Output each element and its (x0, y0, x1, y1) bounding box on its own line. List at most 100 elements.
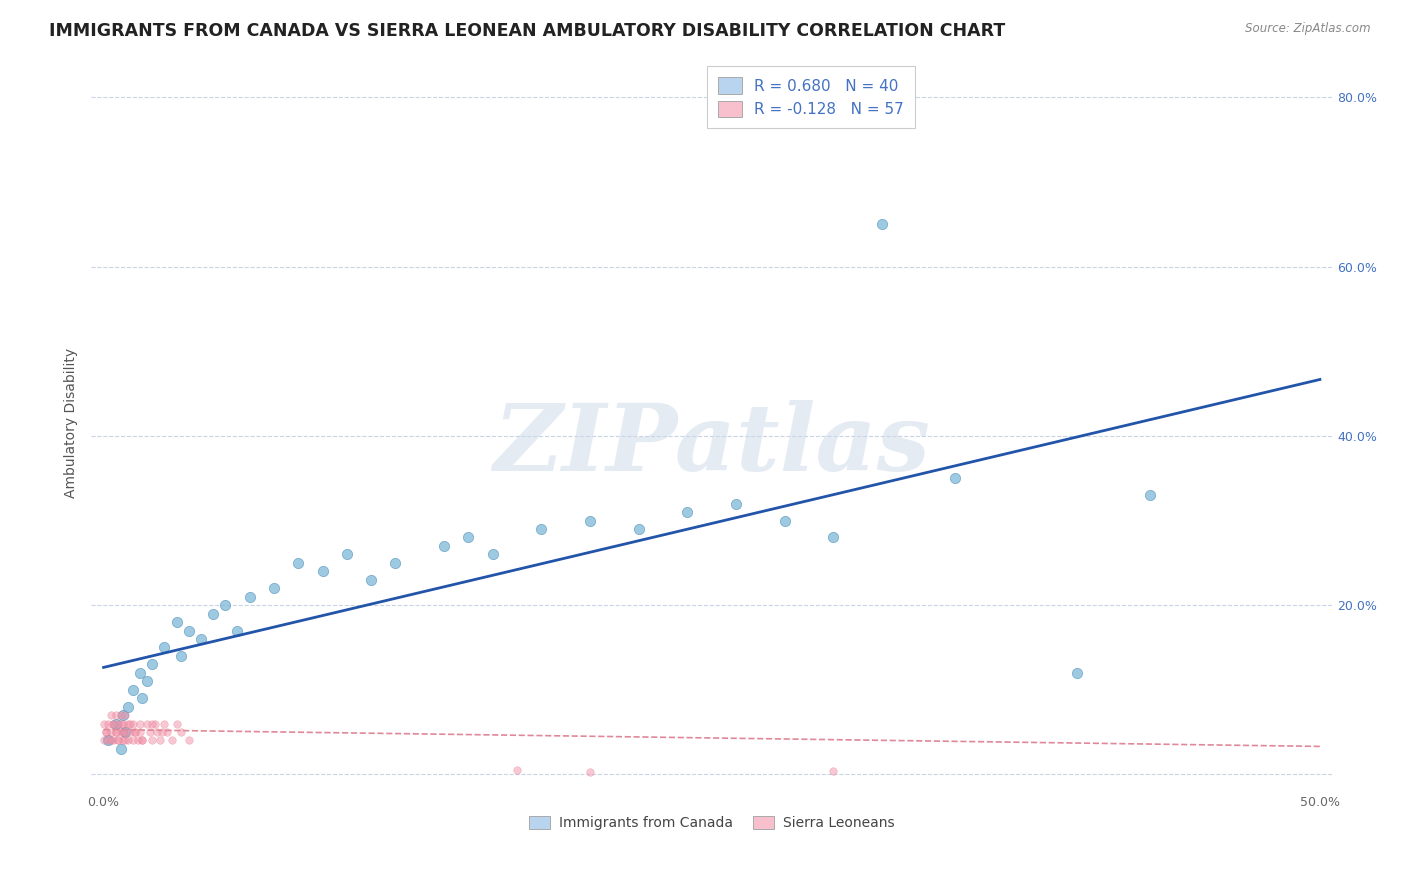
Point (823, 764, 845, 778)
Point (121, 682, 143, 697)
Point (104, 708, 127, 723)
Point (214, 598, 236, 612)
Point (506, 763, 529, 777)
Point (725, 497, 748, 511)
Point (384, 556, 406, 570)
Point (146, 725, 169, 739)
Point (177, 733, 200, 747)
Point (110, 716, 132, 731)
Point (107, 716, 129, 731)
Point (136, 716, 159, 731)
Point (110, 708, 132, 723)
Point (870, 218, 893, 232)
Point (124, 725, 146, 739)
Point (120, 716, 142, 731)
Point (114, 725, 136, 739)
Point (263, 581, 285, 595)
Point (114, 733, 136, 747)
Point (190, 632, 212, 646)
Point (129, 716, 152, 731)
Point (131, 691, 153, 706)
Point (131, 733, 153, 747)
Point (773, 514, 796, 528)
Point (93, 716, 115, 731)
Point (139, 725, 162, 739)
Point (170, 648, 193, 663)
Point (121, 733, 143, 747)
Point (129, 725, 152, 739)
Point (1066, 665, 1088, 680)
Point (117, 733, 139, 747)
Point (93, 733, 115, 747)
Point (311, 564, 333, 578)
Point (117, 699, 139, 714)
Point (121, 716, 143, 731)
Point (170, 725, 193, 739)
Point (100, 708, 122, 723)
Point (124, 725, 146, 739)
Point (579, 514, 602, 528)
Point (104, 716, 127, 731)
Point (104, 725, 127, 739)
Point (150, 725, 173, 739)
Point (131, 733, 153, 747)
Point (1139, 488, 1161, 502)
Point (107, 733, 129, 747)
Point (112, 716, 135, 731)
Point (177, 624, 200, 638)
Point (153, 640, 176, 655)
Point (127, 733, 149, 747)
Point (160, 733, 183, 747)
Point (114, 725, 136, 739)
Point (94, 725, 117, 739)
Point (153, 716, 176, 731)
Point (143, 716, 166, 731)
Point (136, 674, 159, 689)
Point (141, 716, 163, 731)
Point (823, 530, 845, 544)
Point (433, 539, 456, 553)
Point (166, 615, 188, 629)
Point (97, 716, 120, 731)
Point (481, 547, 503, 561)
Point (112, 733, 135, 747)
Point (943, 471, 966, 485)
Point (110, 742, 132, 756)
Point (156, 725, 179, 739)
Point (202, 607, 225, 621)
Point (676, 505, 699, 519)
Point (110, 725, 132, 739)
Point (112, 708, 135, 723)
Text: IMMIGRANTS FROM CANADA VS SIERRA LEONEAN AMBULATORY DISABILITY CORRELATION CHART: IMMIGRANTS FROM CANADA VS SIERRA LEONEAN… (49, 22, 1005, 40)
Point (120, 725, 142, 739)
Text: ZIPatlas: ZIPatlas (494, 401, 931, 491)
Point (100, 725, 122, 739)
Point (117, 716, 139, 731)
Point (238, 590, 260, 604)
Y-axis label: Ambulatory Disability: Ambulatory Disability (65, 348, 79, 499)
Point (104, 725, 127, 739)
Point (103, 716, 125, 731)
Point (579, 764, 602, 779)
Point (141, 733, 163, 747)
Point (97, 733, 120, 747)
Point (627, 522, 650, 536)
Point (166, 716, 188, 731)
Point (97, 733, 120, 747)
Point (148, 733, 170, 747)
Point (226, 624, 249, 638)
Point (107, 733, 129, 747)
Point (103, 716, 125, 731)
Point (103, 733, 125, 747)
Point (457, 530, 479, 544)
Point (141, 657, 163, 672)
Legend: Immigrants from Canada, Sierra Leoneans: Immigrants from Canada, Sierra Leoneans (524, 811, 900, 836)
Point (336, 547, 359, 561)
Point (100, 733, 122, 747)
Point (129, 665, 152, 680)
Point (530, 522, 553, 536)
Text: Source: ZipAtlas.com: Source: ZipAtlas.com (1246, 22, 1371, 36)
Point (114, 708, 136, 723)
Point (94, 725, 117, 739)
Point (287, 556, 309, 570)
